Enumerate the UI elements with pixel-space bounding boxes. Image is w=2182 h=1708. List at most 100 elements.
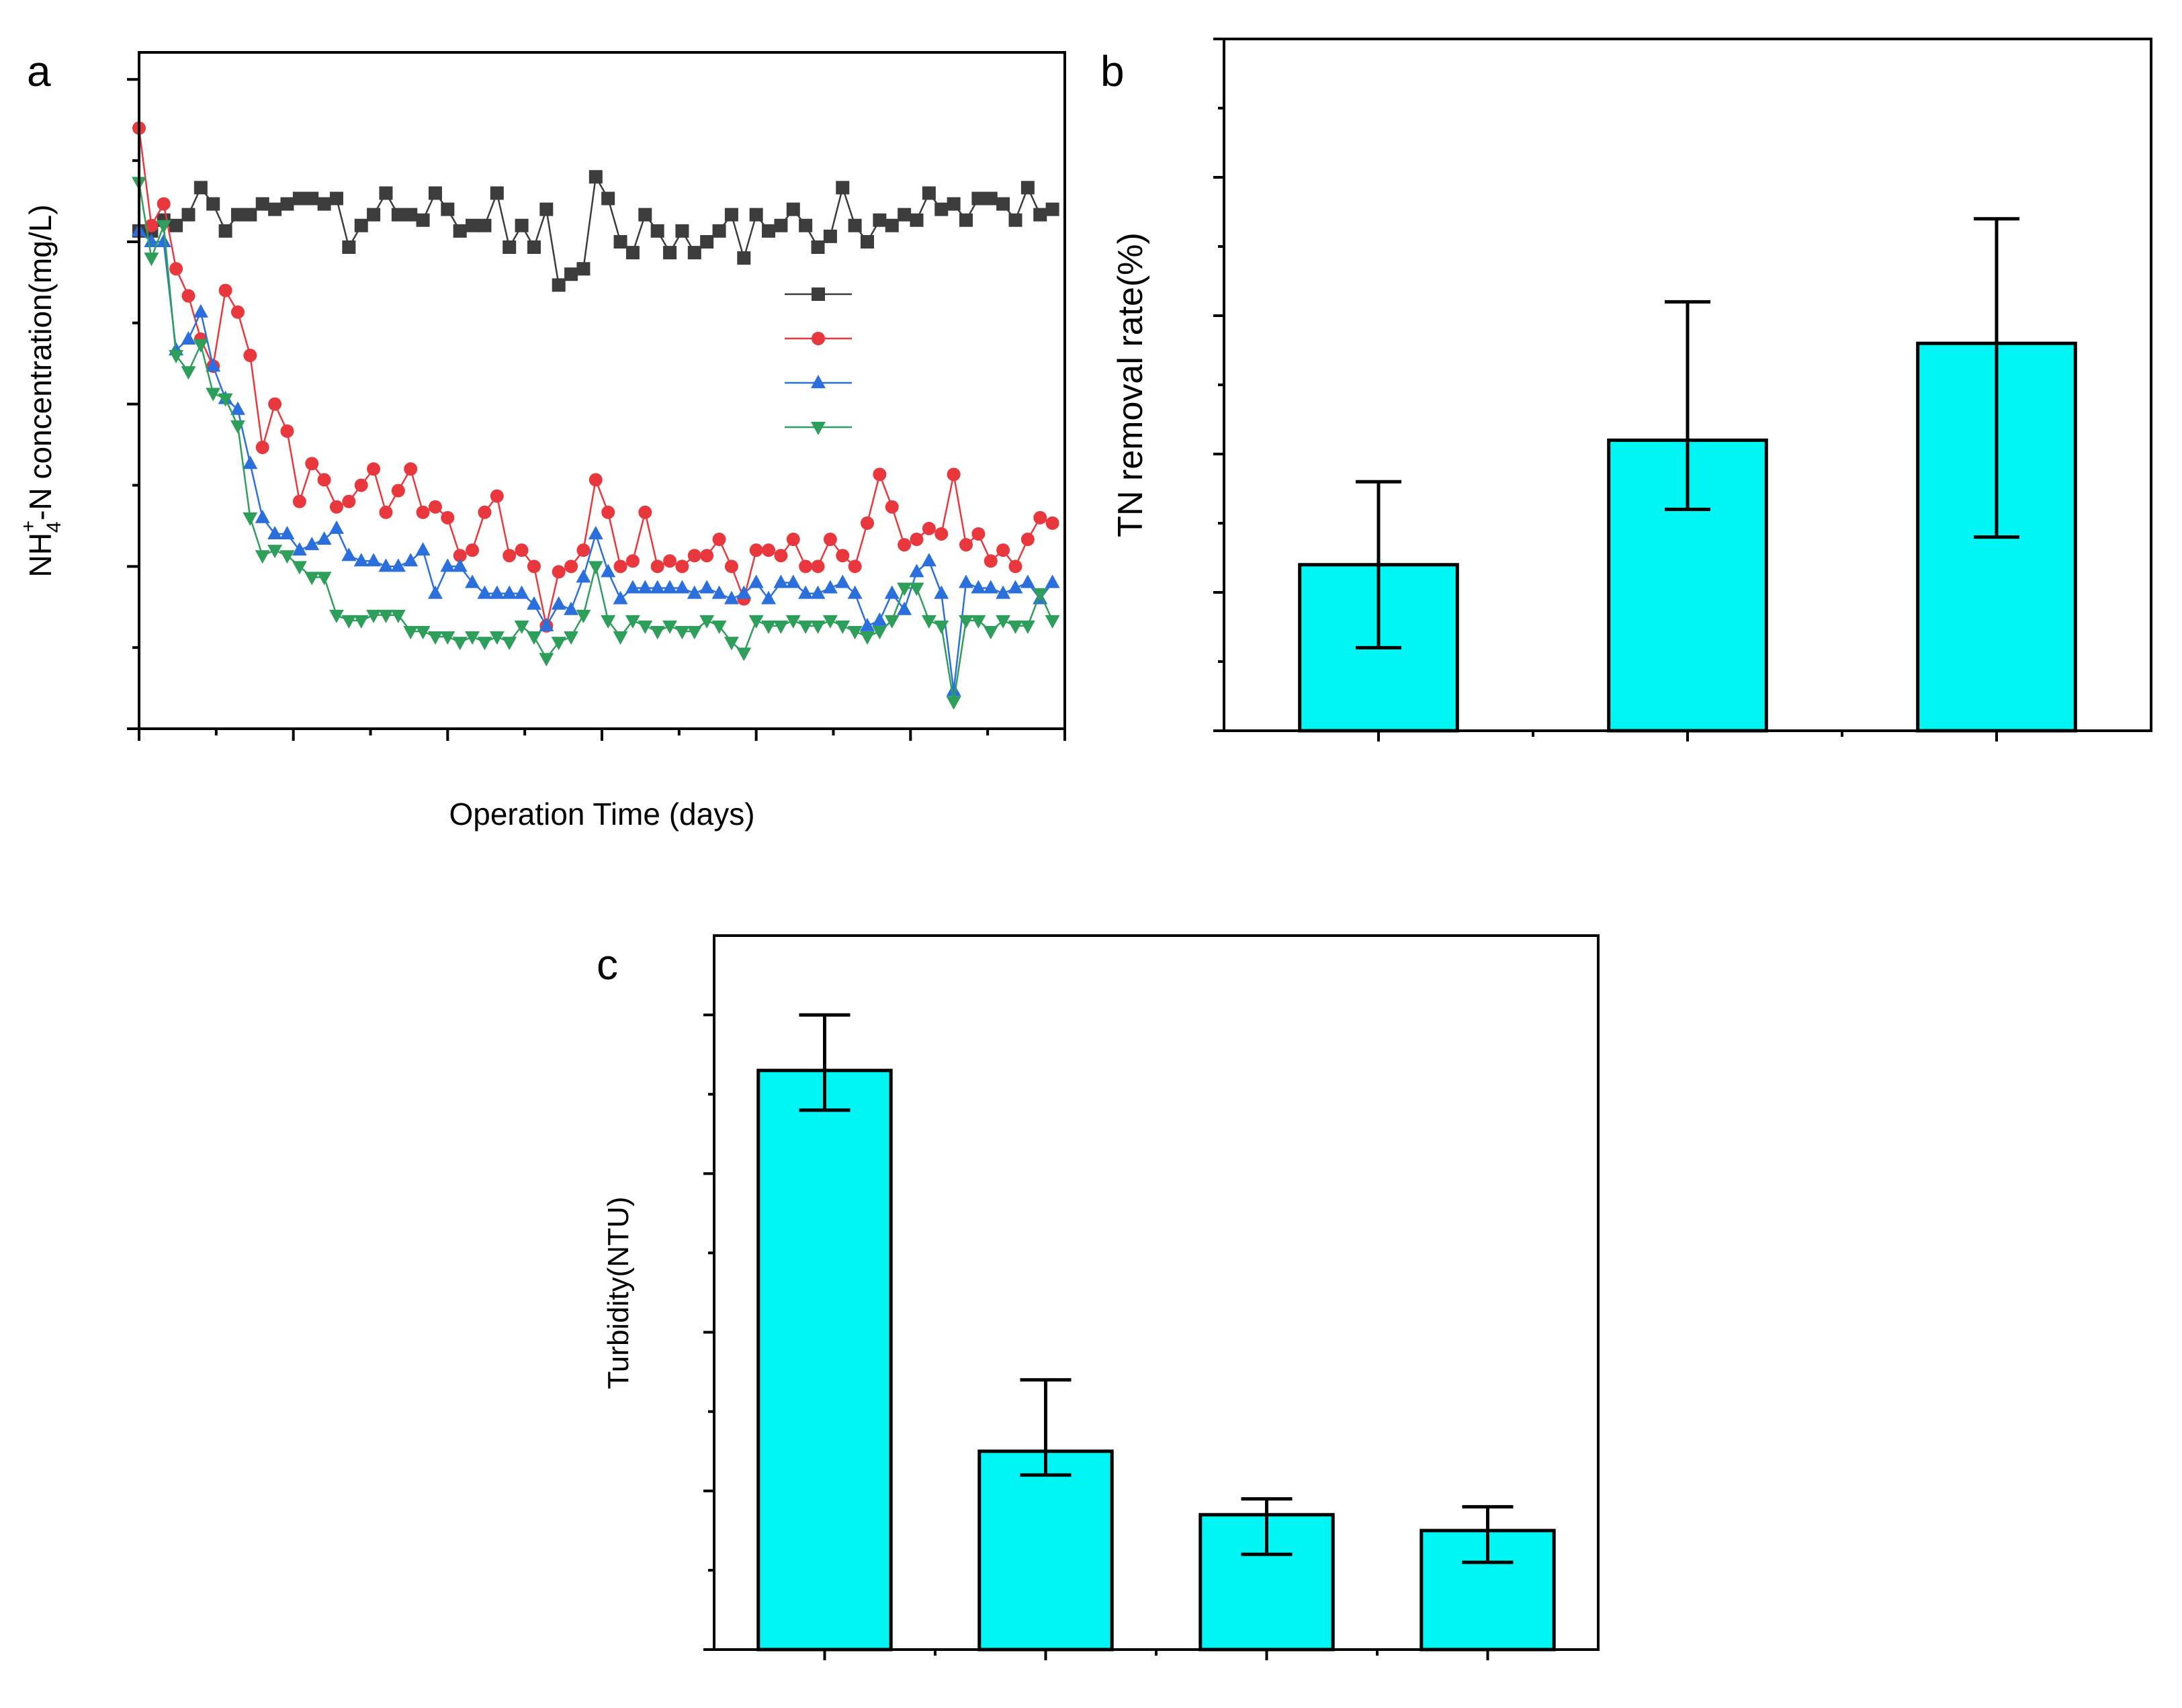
point-filter-a (354, 478, 368, 492)
point-filter-c (884, 615, 900, 629)
point-filter-b (601, 564, 616, 578)
point-filter-b (996, 585, 1011, 599)
point-filter-b (390, 558, 406, 572)
point-influent (601, 191, 615, 206)
point-influent (823, 229, 837, 243)
point-filter-a (404, 462, 418, 476)
point-filter-a (466, 543, 480, 557)
point-filter-c (181, 366, 196, 380)
point-filter-b (427, 585, 443, 599)
point-filter-b (588, 525, 603, 539)
point-filter-b (724, 590, 739, 604)
point-influent (428, 186, 442, 200)
point-filter-b (539, 617, 554, 631)
point-filter-b (206, 358, 221, 372)
point-filter-a (588, 473, 603, 487)
point-filter-a (984, 554, 998, 568)
point-filter-b (353, 553, 369, 567)
point-influent (230, 208, 245, 222)
point-filter-b (934, 585, 949, 599)
point-filter-b (699, 580, 715, 594)
point-influent (379, 186, 393, 200)
point-influent (305, 191, 319, 206)
legend-marker-filter-b (811, 375, 826, 388)
point-filter-a (650, 559, 664, 574)
point-filter-a (342, 494, 356, 508)
point-filter-c (959, 615, 974, 629)
point-filter-b (366, 553, 382, 567)
point-filter-b (909, 564, 924, 578)
point-filter-b (810, 585, 826, 599)
point-filter-c (218, 393, 233, 407)
point-filter-b (255, 509, 270, 523)
point-filter-a (873, 467, 887, 482)
point-filter-c (946, 696, 961, 710)
point-filter-b (477, 585, 492, 599)
point-filter-c (1008, 620, 1023, 634)
point-filter-a (416, 505, 430, 519)
point-filter-b (761, 590, 777, 604)
point-filter-c (156, 220, 171, 234)
panel-b-bar-chart: b TN removal rate(%) (1100, 38, 2152, 741)
point-filter-a (700, 549, 714, 563)
point-influent (873, 213, 887, 227)
point-filter-c (934, 620, 949, 634)
point-influent (625, 246, 640, 260)
point-filter-c (230, 420, 245, 434)
point-filter-b (341, 547, 357, 561)
point-influent (922, 186, 936, 200)
point-filter-b (514, 585, 529, 599)
point-filter-c (403, 625, 419, 639)
series-line-influent (139, 174, 1053, 287)
point-filter-b (551, 596, 566, 610)
point-filter-b (576, 569, 591, 583)
point-filter-c (687, 625, 702, 639)
point-filter-b (279, 525, 295, 539)
point-filter-b (971, 580, 986, 594)
point-influent (576, 262, 591, 276)
point-filter-b (835, 574, 850, 588)
point-filter-a (836, 549, 850, 563)
point-filter-a (947, 467, 961, 482)
panel-b-y-axis-label: TN removal rate(%) (1111, 232, 1150, 537)
legend-marker-influent (812, 287, 825, 301)
point-filter-b (378, 558, 394, 572)
panel-a-x-axis-label: Operation Time (days) (449, 797, 754, 831)
point-filter-b (674, 580, 690, 594)
point-influent (675, 224, 689, 238)
point-filter-a (712, 533, 726, 547)
point-influent (181, 208, 195, 222)
point-filter-c (588, 561, 603, 575)
point-filter-a (515, 543, 529, 557)
point-filter-b (736, 585, 752, 599)
point-filter-b (785, 574, 801, 588)
point-influent (206, 197, 220, 211)
point-filter-a (527, 559, 541, 574)
point-filter-c (897, 582, 912, 596)
point-influent (947, 197, 961, 211)
point-filter-b (329, 520, 344, 534)
point-filter-b (884, 585, 900, 599)
point-influent (218, 224, 232, 238)
point-influent (650, 224, 664, 238)
point-filter-a (255, 441, 269, 455)
ylabel-nh: NH (23, 533, 58, 577)
point-filter-b (650, 580, 665, 594)
point-filter-c (366, 609, 382, 623)
point-filter-a (774, 549, 788, 563)
point-filter-a (885, 500, 899, 514)
series-line-filter-c (138, 182, 1053, 702)
point-influent (255, 197, 269, 211)
point-filter-b (860, 617, 875, 631)
point-filter-a (305, 457, 319, 471)
point-filter-b (243, 455, 258, 469)
panel-a-plot-frame (138, 51, 1066, 730)
point-filter-a (391, 484, 405, 498)
panel-c-bar-chart: c Turbidity(NTU) (597, 934, 1600, 1660)
point-filter-c (427, 631, 443, 645)
point-filter-c (847, 625, 863, 639)
point-filter-c (502, 637, 517, 651)
point-influent (613, 234, 627, 249)
point-influent (638, 208, 652, 222)
point-filter-c (983, 625, 998, 639)
